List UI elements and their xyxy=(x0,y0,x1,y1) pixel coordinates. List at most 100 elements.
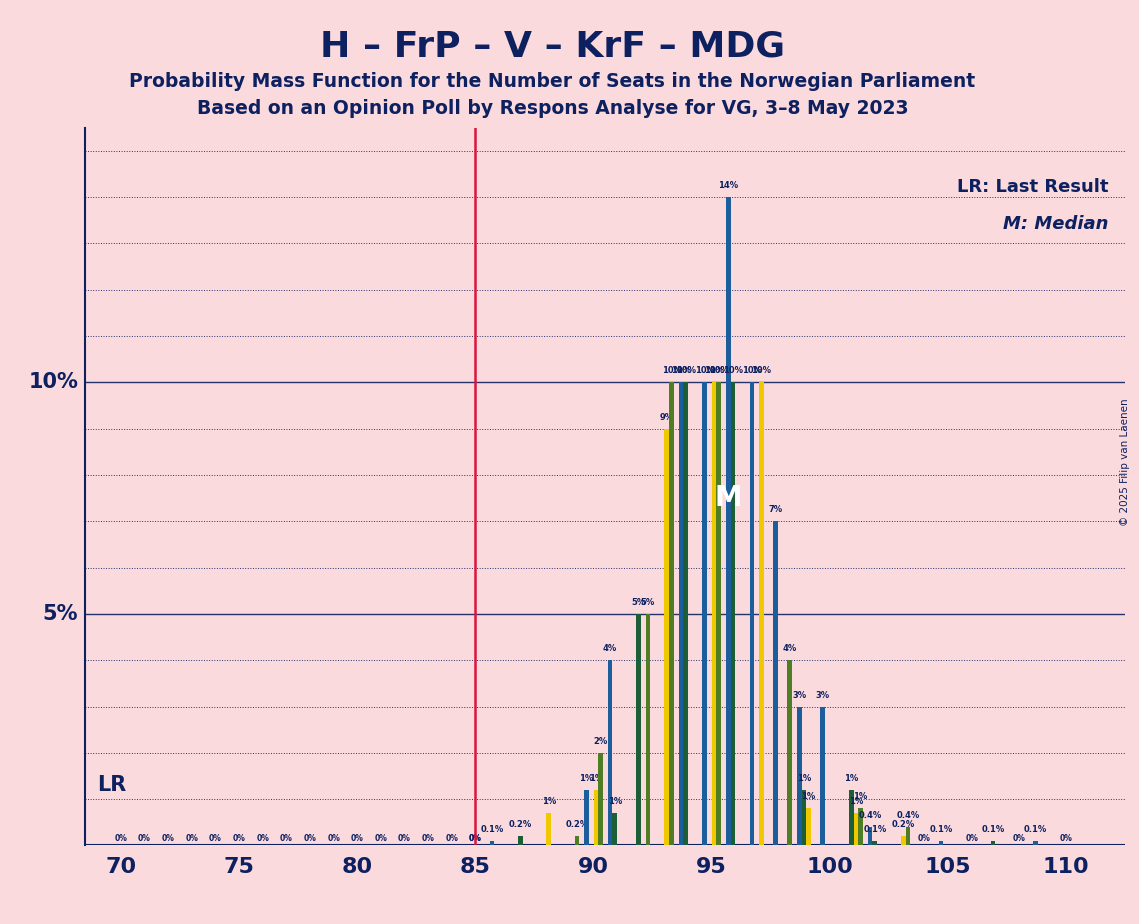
Bar xyxy=(906,827,910,845)
Bar xyxy=(901,836,906,845)
Text: 0.2%: 0.2% xyxy=(565,821,589,829)
Text: Based on an Opinion Poll by Respons Analyse for VG, 3–8 May 2023: Based on an Opinion Poll by Respons Anal… xyxy=(197,99,908,118)
Text: 10%: 10% xyxy=(708,366,729,375)
Text: 0.1%: 0.1% xyxy=(929,825,952,833)
Text: 1%: 1% xyxy=(580,774,593,783)
Bar xyxy=(868,827,872,845)
Text: 0%: 0% xyxy=(1013,834,1025,843)
Text: 9%: 9% xyxy=(659,413,674,421)
Bar xyxy=(939,841,943,845)
Text: 10%: 10% xyxy=(675,366,696,375)
Bar xyxy=(787,660,792,845)
Bar xyxy=(749,383,754,845)
Text: 1%: 1% xyxy=(608,797,622,806)
Bar xyxy=(608,660,613,845)
Bar xyxy=(683,383,688,845)
Text: 0%: 0% xyxy=(208,834,222,843)
Text: 10%: 10% xyxy=(741,366,762,375)
Text: 0%: 0% xyxy=(469,834,482,843)
Bar xyxy=(664,429,670,845)
Text: 0%: 0% xyxy=(303,834,317,843)
Bar xyxy=(797,707,802,845)
Bar xyxy=(670,383,674,845)
Text: 0.1%: 0.1% xyxy=(863,825,886,833)
Text: 4%: 4% xyxy=(603,644,617,653)
Text: 10%: 10% xyxy=(752,366,771,375)
Text: M: M xyxy=(714,484,743,512)
Text: 1%: 1% xyxy=(849,797,863,806)
Bar xyxy=(584,790,589,845)
Bar xyxy=(613,813,617,845)
Text: 0.2%: 0.2% xyxy=(892,821,915,829)
Text: 3%: 3% xyxy=(816,690,830,699)
Bar xyxy=(773,521,778,845)
Text: 1%: 1% xyxy=(541,797,556,806)
Bar xyxy=(703,383,707,845)
Text: 0.1%: 0.1% xyxy=(1024,825,1047,833)
Bar xyxy=(679,383,683,845)
Text: 5%: 5% xyxy=(641,598,655,607)
Text: 0%: 0% xyxy=(445,834,458,843)
Text: 0%: 0% xyxy=(256,834,269,843)
Text: © 2025 Filip van Laenen: © 2025 Filip van Laenen xyxy=(1120,398,1130,526)
Text: LR: LR xyxy=(97,774,126,795)
Bar xyxy=(806,808,811,845)
Text: 14%: 14% xyxy=(719,181,738,190)
Text: 10%: 10% xyxy=(671,366,691,375)
Text: 0%: 0% xyxy=(918,834,931,843)
Bar xyxy=(872,841,877,845)
Text: 0%: 0% xyxy=(965,834,978,843)
Text: 0.4%: 0.4% xyxy=(859,811,882,820)
Bar xyxy=(991,841,995,845)
Text: 0.1%: 0.1% xyxy=(481,825,503,833)
Text: H – FrP – V – KrF – MDG: H – FrP – V – KrF – MDG xyxy=(320,30,785,64)
Text: 0%: 0% xyxy=(162,834,174,843)
Bar xyxy=(1033,841,1038,845)
Text: 0%: 0% xyxy=(351,834,363,843)
Text: M: Median: M: Median xyxy=(1003,215,1108,233)
Text: 10%: 10% xyxy=(704,366,724,375)
Text: 0%: 0% xyxy=(398,834,411,843)
Text: 2%: 2% xyxy=(593,736,608,746)
Bar xyxy=(598,753,603,845)
Bar xyxy=(802,790,806,845)
Text: 0%: 0% xyxy=(421,834,435,843)
Text: 0.2%: 0.2% xyxy=(509,821,532,829)
Text: 0%: 0% xyxy=(232,834,246,843)
Text: 10%: 10% xyxy=(695,366,714,375)
Text: 3%: 3% xyxy=(792,690,806,699)
Bar xyxy=(547,813,551,845)
Text: 0%: 0% xyxy=(327,834,341,843)
Text: 1%: 1% xyxy=(853,793,868,801)
Bar xyxy=(849,790,853,845)
Text: 0%: 0% xyxy=(1059,834,1073,843)
Bar xyxy=(716,383,721,845)
Text: 1%: 1% xyxy=(797,774,811,783)
Text: 0%: 0% xyxy=(114,834,128,843)
Text: 5%: 5% xyxy=(631,598,646,607)
Text: 0.1%: 0.1% xyxy=(982,825,1005,833)
Text: 1%: 1% xyxy=(844,774,859,783)
Text: 0%: 0% xyxy=(138,834,151,843)
Text: 0.4%: 0.4% xyxy=(896,811,919,820)
Text: 0%: 0% xyxy=(280,834,293,843)
Text: 10%: 10% xyxy=(28,372,79,393)
Text: 5%: 5% xyxy=(42,604,79,624)
Bar xyxy=(759,383,764,845)
Text: 1%: 1% xyxy=(589,774,603,783)
Bar xyxy=(820,707,825,845)
Text: LR: Last Result: LR: Last Result xyxy=(957,177,1108,196)
Bar xyxy=(646,614,650,845)
Text: 0%: 0% xyxy=(375,834,387,843)
Text: Probability Mass Function for the Number of Seats in the Norwegian Parliament: Probability Mass Function for the Number… xyxy=(130,72,975,91)
Bar xyxy=(712,383,716,845)
Text: 10%: 10% xyxy=(723,366,743,375)
Bar xyxy=(575,836,580,845)
Text: 4%: 4% xyxy=(782,644,797,653)
Text: 0%: 0% xyxy=(186,834,198,843)
Bar xyxy=(859,808,863,845)
Text: 10%: 10% xyxy=(662,366,681,375)
Bar xyxy=(490,841,494,845)
Text: 1%: 1% xyxy=(802,793,816,801)
Bar xyxy=(730,383,736,845)
